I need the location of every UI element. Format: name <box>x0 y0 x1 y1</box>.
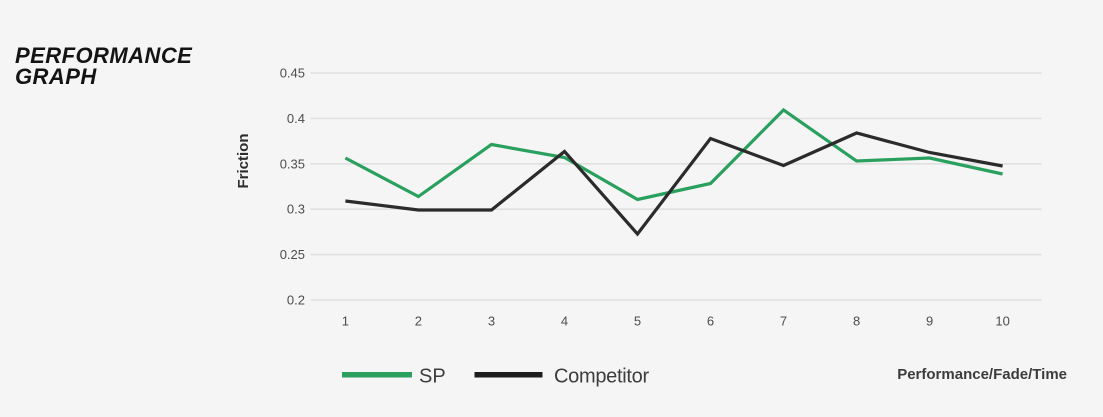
svg-text:0.3: 0.3 <box>287 202 305 217</box>
svg-text:Competitor: Competitor <box>554 366 649 388</box>
svg-text:Friction: Friction <box>235 134 252 189</box>
svg-text:0.25: 0.25 <box>280 247 305 262</box>
svg-text:Performance/Fade/Time: Performance/Fade/Time <box>897 366 1067 383</box>
svg-text:7: 7 <box>780 314 787 329</box>
svg-text:9: 9 <box>926 314 933 329</box>
svg-text:0.35: 0.35 <box>280 156 305 171</box>
svg-text:10: 10 <box>995 314 1009 329</box>
svg-text:3: 3 <box>488 314 495 329</box>
svg-text:8: 8 <box>853 314 860 329</box>
svg-text:5: 5 <box>634 314 641 329</box>
svg-text:0.2: 0.2 <box>287 293 305 308</box>
svg-text:4: 4 <box>561 314 568 329</box>
svg-text:SP: SP <box>419 366 446 388</box>
svg-text:0.4: 0.4 <box>287 111 305 126</box>
svg-text:1: 1 <box>342 314 349 329</box>
svg-text:2: 2 <box>415 314 422 329</box>
svg-text:6: 6 <box>707 314 714 329</box>
svg-text:0.45: 0.45 <box>280 66 305 81</box>
